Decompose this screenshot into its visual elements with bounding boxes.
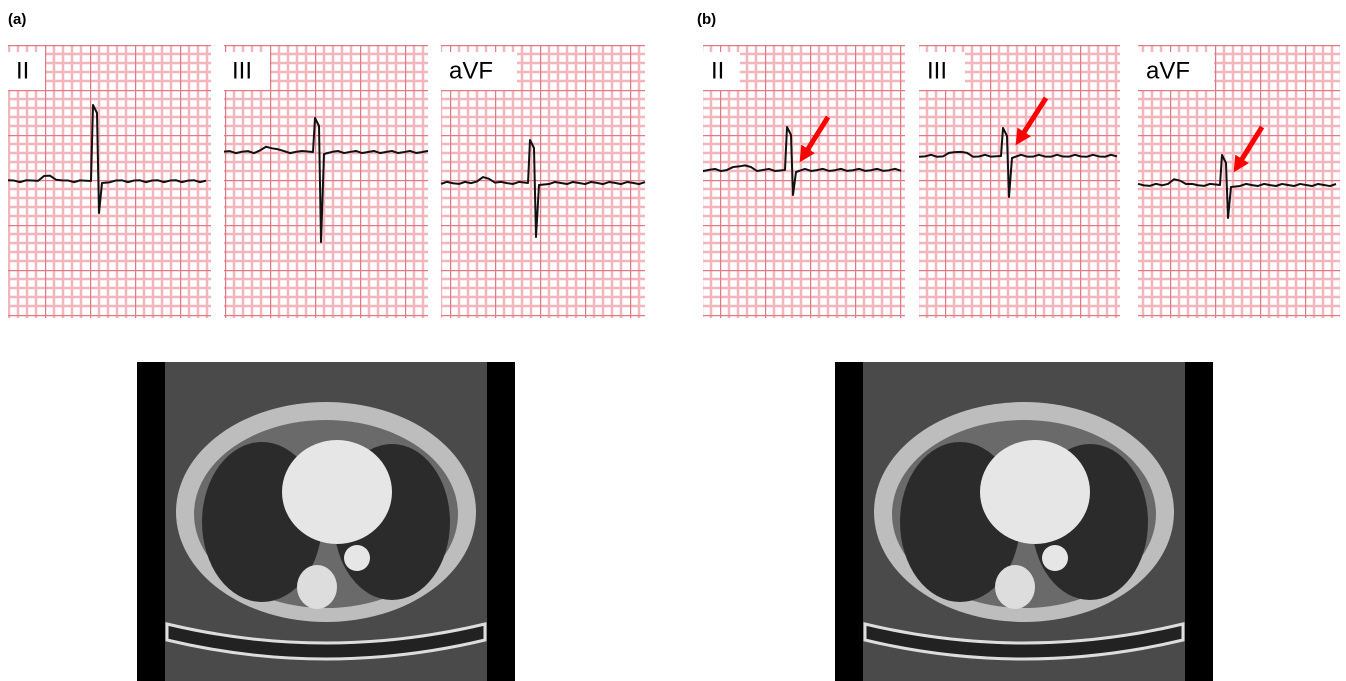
ct-spine <box>297 565 337 609</box>
ct-image <box>835 362 1213 681</box>
ct-heart <box>980 440 1090 544</box>
lead-label: II <box>711 57 724 84</box>
lead-label: II <box>16 57 29 84</box>
lead-label: III <box>927 57 947 84</box>
ct-aorta <box>1042 545 1068 571</box>
lead-label: aVF <box>449 57 493 84</box>
lead-label: aVF <box>1146 57 1190 84</box>
ct-spine <box>995 565 1035 609</box>
panel-label: (a) <box>8 11 26 28</box>
lead-label: III <box>232 57 252 84</box>
ct-heart <box>282 440 392 544</box>
figure: (a) (b) IIIIIaVFIIIIIaVF <box>0 0 1346 681</box>
panel-label: (b) <box>697 11 716 28</box>
ct-aorta <box>344 545 370 571</box>
ct-image <box>137 362 515 681</box>
